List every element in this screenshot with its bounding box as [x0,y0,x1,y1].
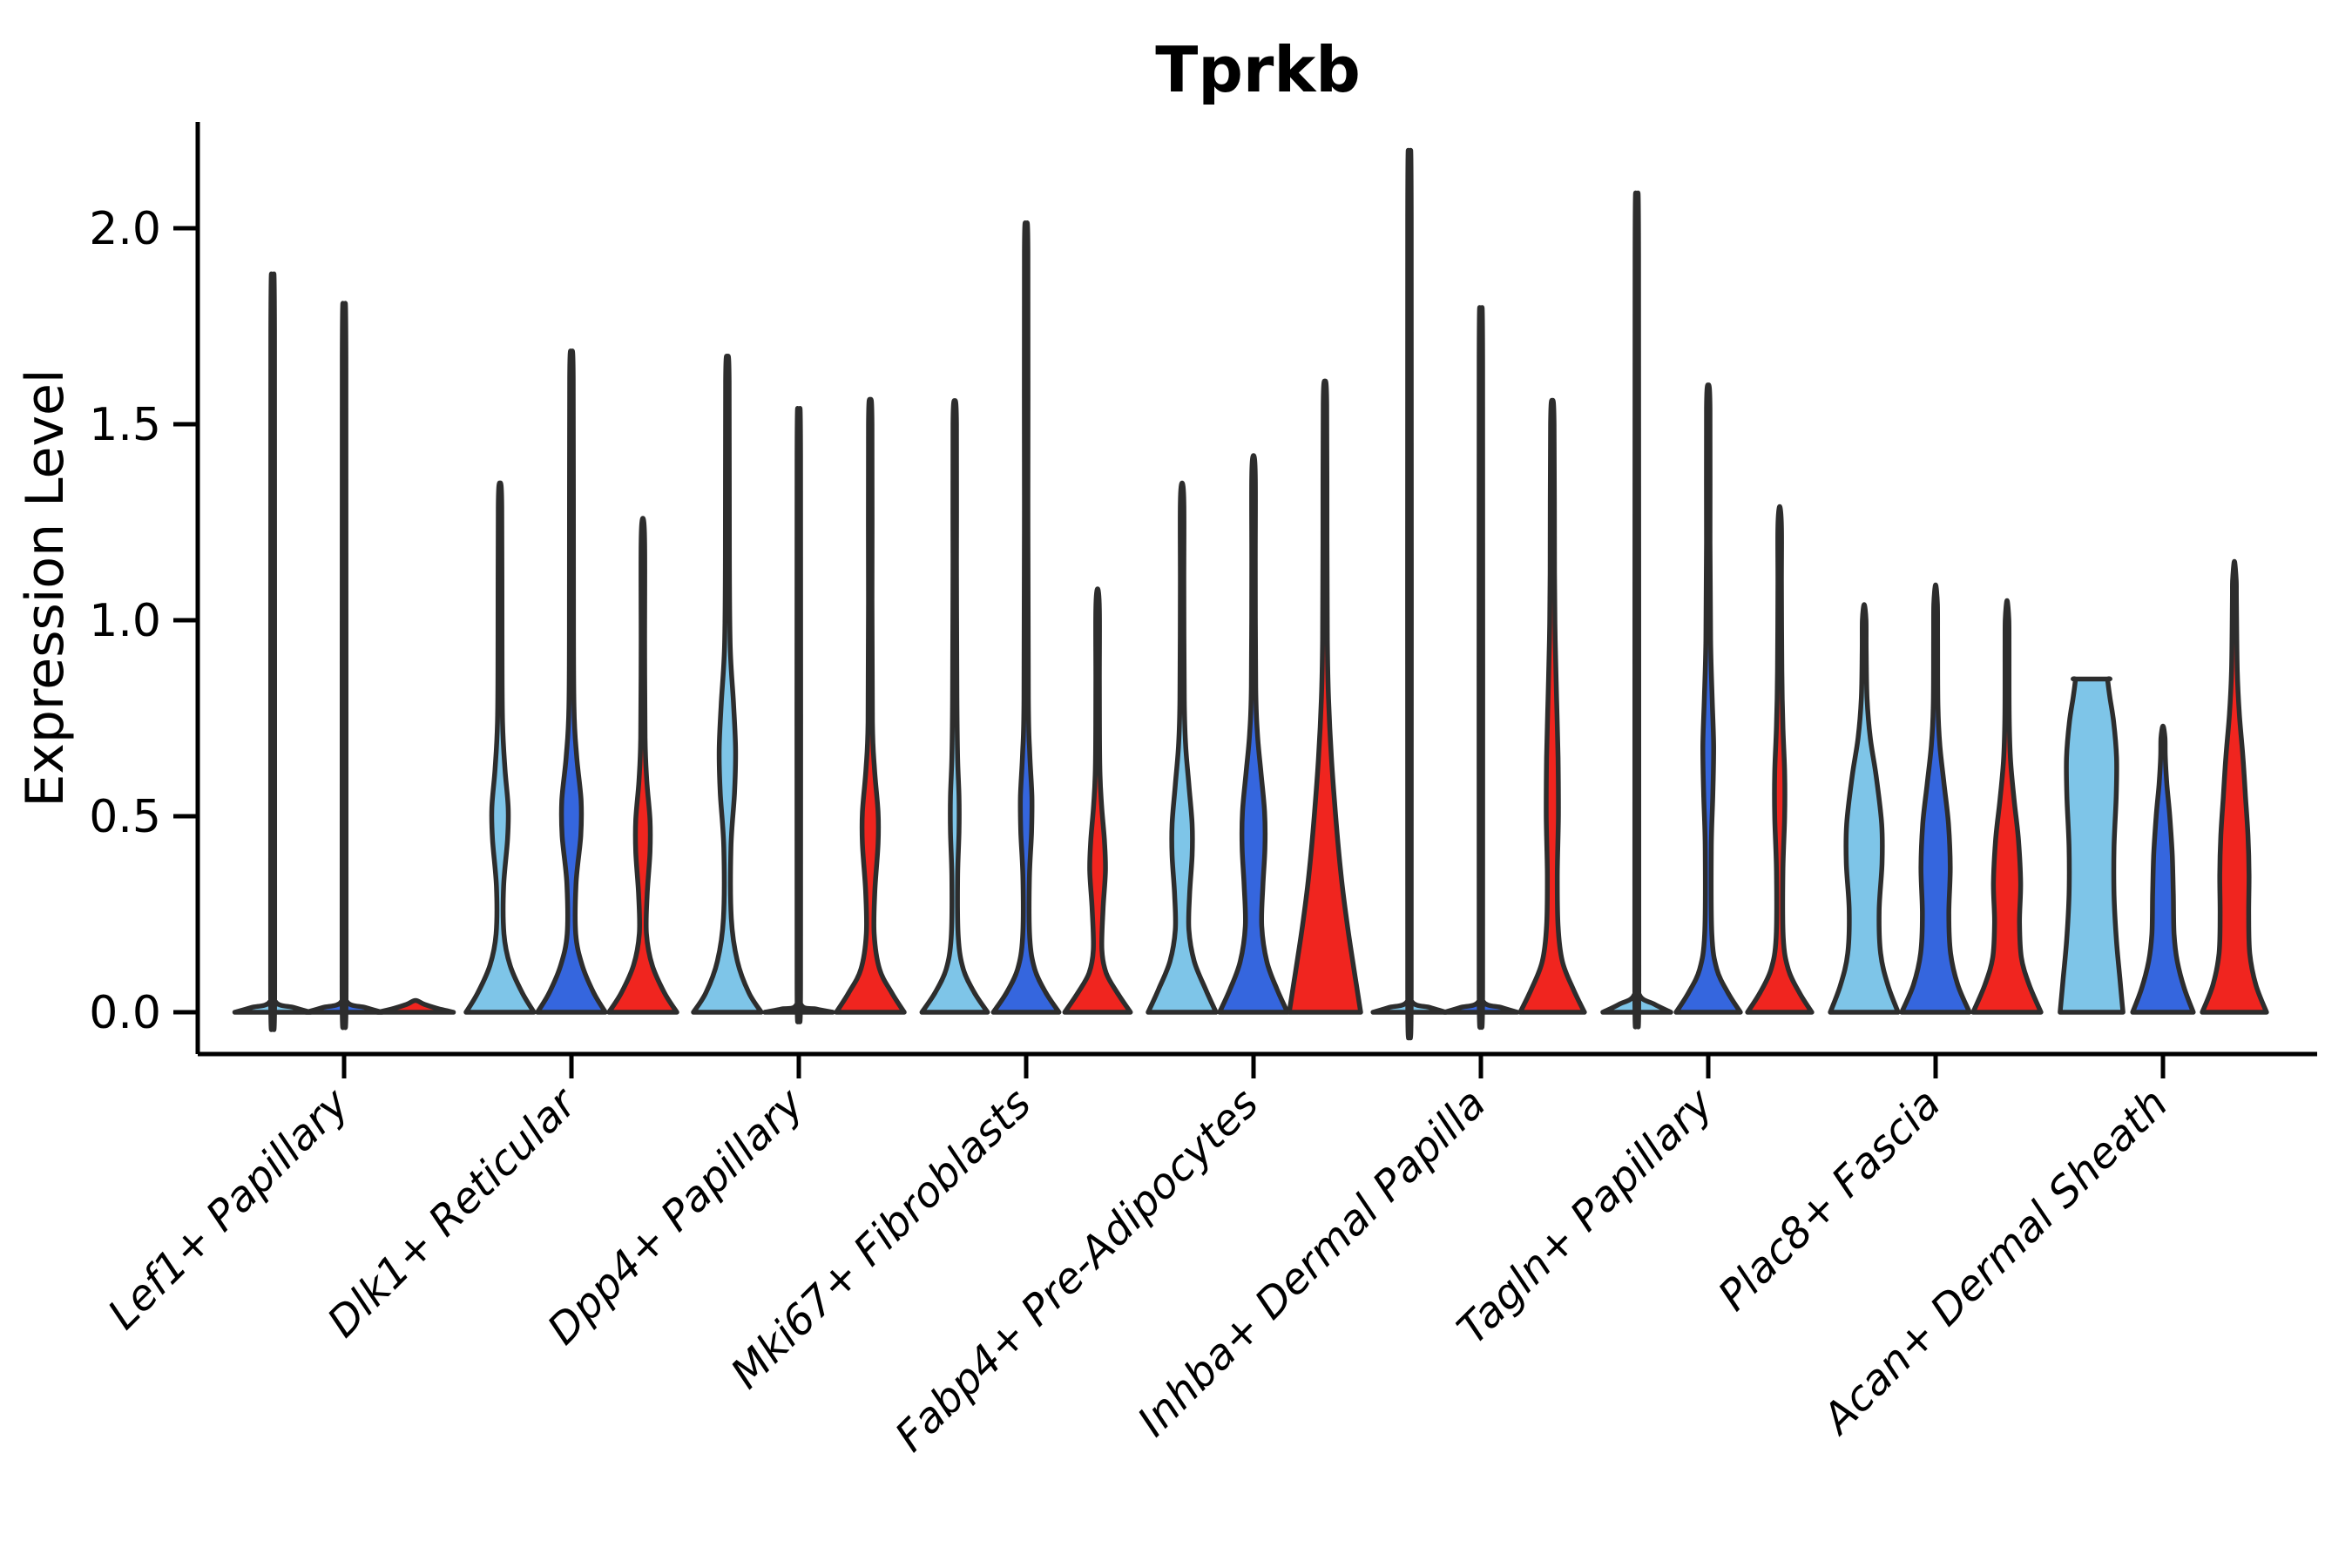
y-axis-label: Expression Level [15,368,76,807]
violin [762,406,835,1024]
violin [1370,148,1449,1040]
violin [1062,586,1133,1015]
violin [303,301,385,1031]
violin [1745,504,1815,1015]
violin [2130,723,2196,1015]
violin [1517,397,1587,1015]
violin [1287,378,1363,1015]
violin [1673,382,1743,1015]
y-tick-label-2.0: 2.0 [89,203,161,255]
violin [1828,602,1901,1015]
x-tick-label-fabp4-pre-adipocytes: Fabp4+ Pre-Adipocytes [886,1079,1268,1462]
tick-marks [173,226,2166,1078]
violin [919,398,990,1015]
x-tick-label-plac8-fascia: Plac8+ Fascia [1709,1079,1950,1321]
y-tick-label-1.0: 1.0 [89,595,161,647]
violin [990,220,1062,1015]
violin [2200,558,2269,1015]
x-tick-label-tagln-papillary: Tagln+ Papillary [1448,1078,1723,1354]
violin [1970,598,2044,1015]
violin [691,354,764,1015]
violin [232,271,314,1032]
y-tick-label-0.5: 0.5 [89,791,161,843]
violin [1217,453,1290,1015]
chart-title: Tprkb [1155,33,1361,106]
y-tick-label-0: 0.0 [89,987,161,1039]
violin [606,516,679,1015]
axes-layer [173,122,2317,1078]
violin [2058,676,2126,1015]
x-tick-label-dlk1-reticular: Dlk1+ Reticular [318,1078,588,1348]
violin [834,396,907,1015]
x-tick-label-lef1-papillary: Lef1+ Papillary [98,1078,359,1339]
violin [535,348,608,1015]
violin [1442,305,1520,1031]
y-tick-label-1.5: 1.5 [89,399,161,451]
violin [1899,582,1972,1015]
violins-layer [232,148,2269,1040]
violin [375,997,456,1015]
violin [463,480,537,1015]
violin [1600,190,1673,1030]
violin [1146,480,1219,1015]
